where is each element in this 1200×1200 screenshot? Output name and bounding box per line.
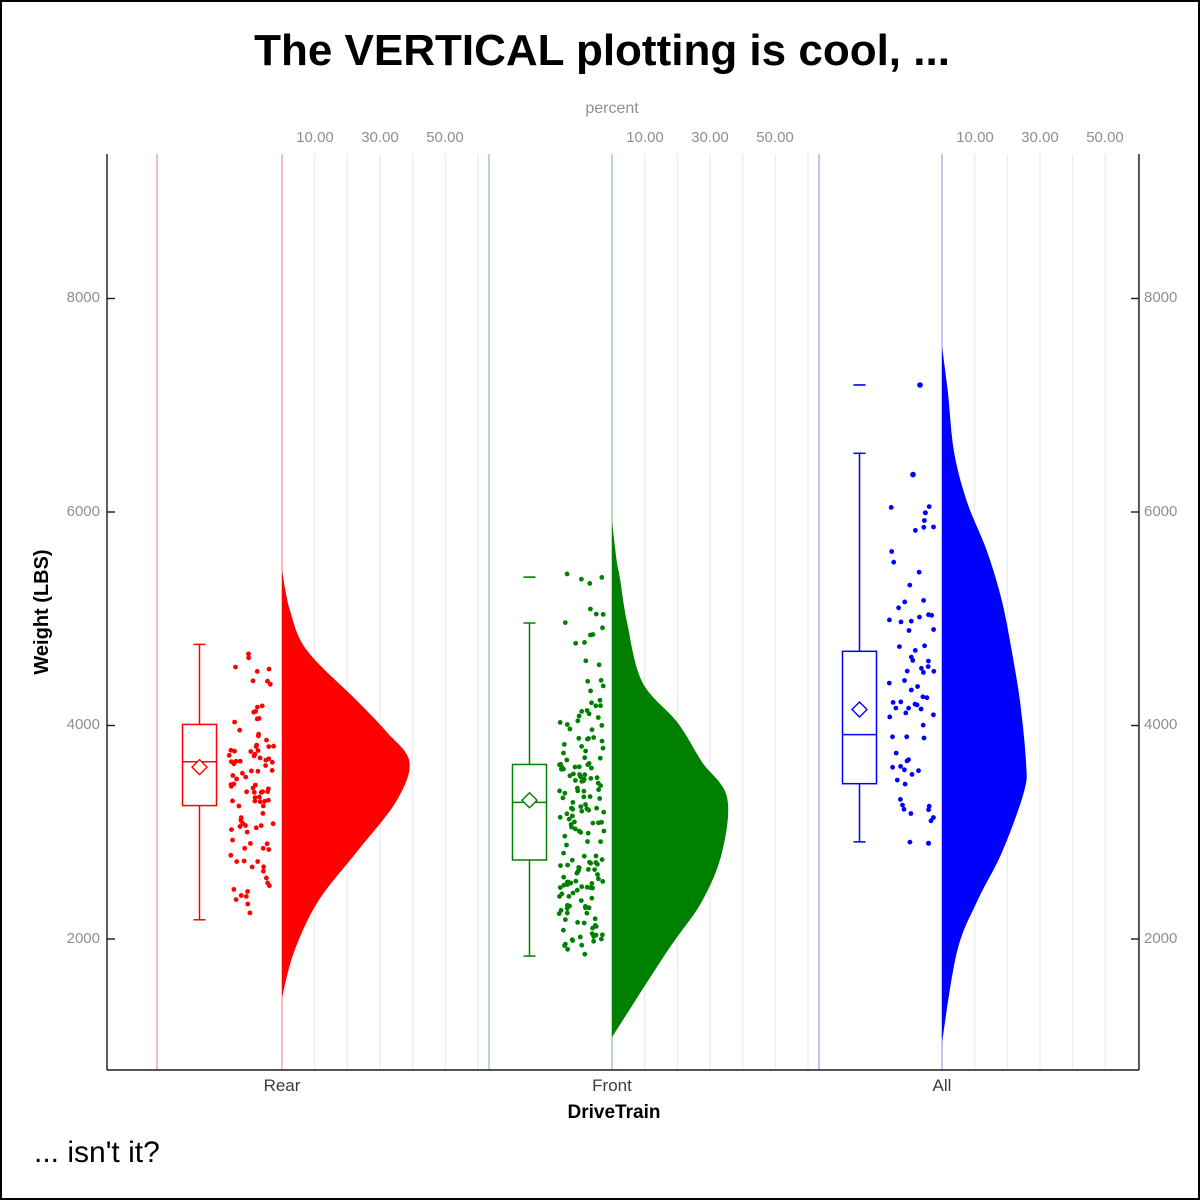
top-tick-label: 30.00 bbox=[361, 129, 399, 146]
category-label-all: All bbox=[932, 1076, 952, 1095]
y2-tick-label: 2000 bbox=[1144, 930, 1178, 947]
y-tick-label: 4000 bbox=[66, 716, 100, 733]
chart-title: The VERTICAL plotting is cool, ... bbox=[254, 26, 950, 75]
y-axis-title: Weight (LBS) bbox=[31, 549, 53, 675]
top-tick-label: 10.00 bbox=[956, 129, 994, 146]
top-axis-title: percent bbox=[585, 100, 639, 117]
x-axis-title: DriveTrain bbox=[567, 1102, 661, 1123]
top-tick-label: 10.00 bbox=[626, 129, 664, 146]
footnote: ... isn't it? bbox=[34, 1136, 160, 1169]
top-tick-label: 50.00 bbox=[1086, 129, 1124, 146]
y2-tick-label: 4000 bbox=[1144, 716, 1178, 733]
top-tick-label: 30.00 bbox=[1021, 129, 1059, 146]
y-tick-label: 8000 bbox=[66, 289, 100, 306]
y-tick-label: 6000 bbox=[66, 503, 100, 520]
y-tick-label: 2000 bbox=[66, 930, 100, 947]
y2-tick-label: 8000 bbox=[1144, 289, 1178, 306]
top-tick-label: 50.00 bbox=[756, 129, 794, 146]
top-tick-label: 30.00 bbox=[691, 129, 729, 146]
y2-tick-label: 6000 bbox=[1144, 503, 1178, 520]
top-tick-label: 50.00 bbox=[426, 129, 464, 146]
category-label-rear: Rear bbox=[263, 1076, 301, 1095]
top-tick-label: 10.00 bbox=[296, 129, 334, 146]
category-label-front: Front bbox=[592, 1076, 632, 1095]
